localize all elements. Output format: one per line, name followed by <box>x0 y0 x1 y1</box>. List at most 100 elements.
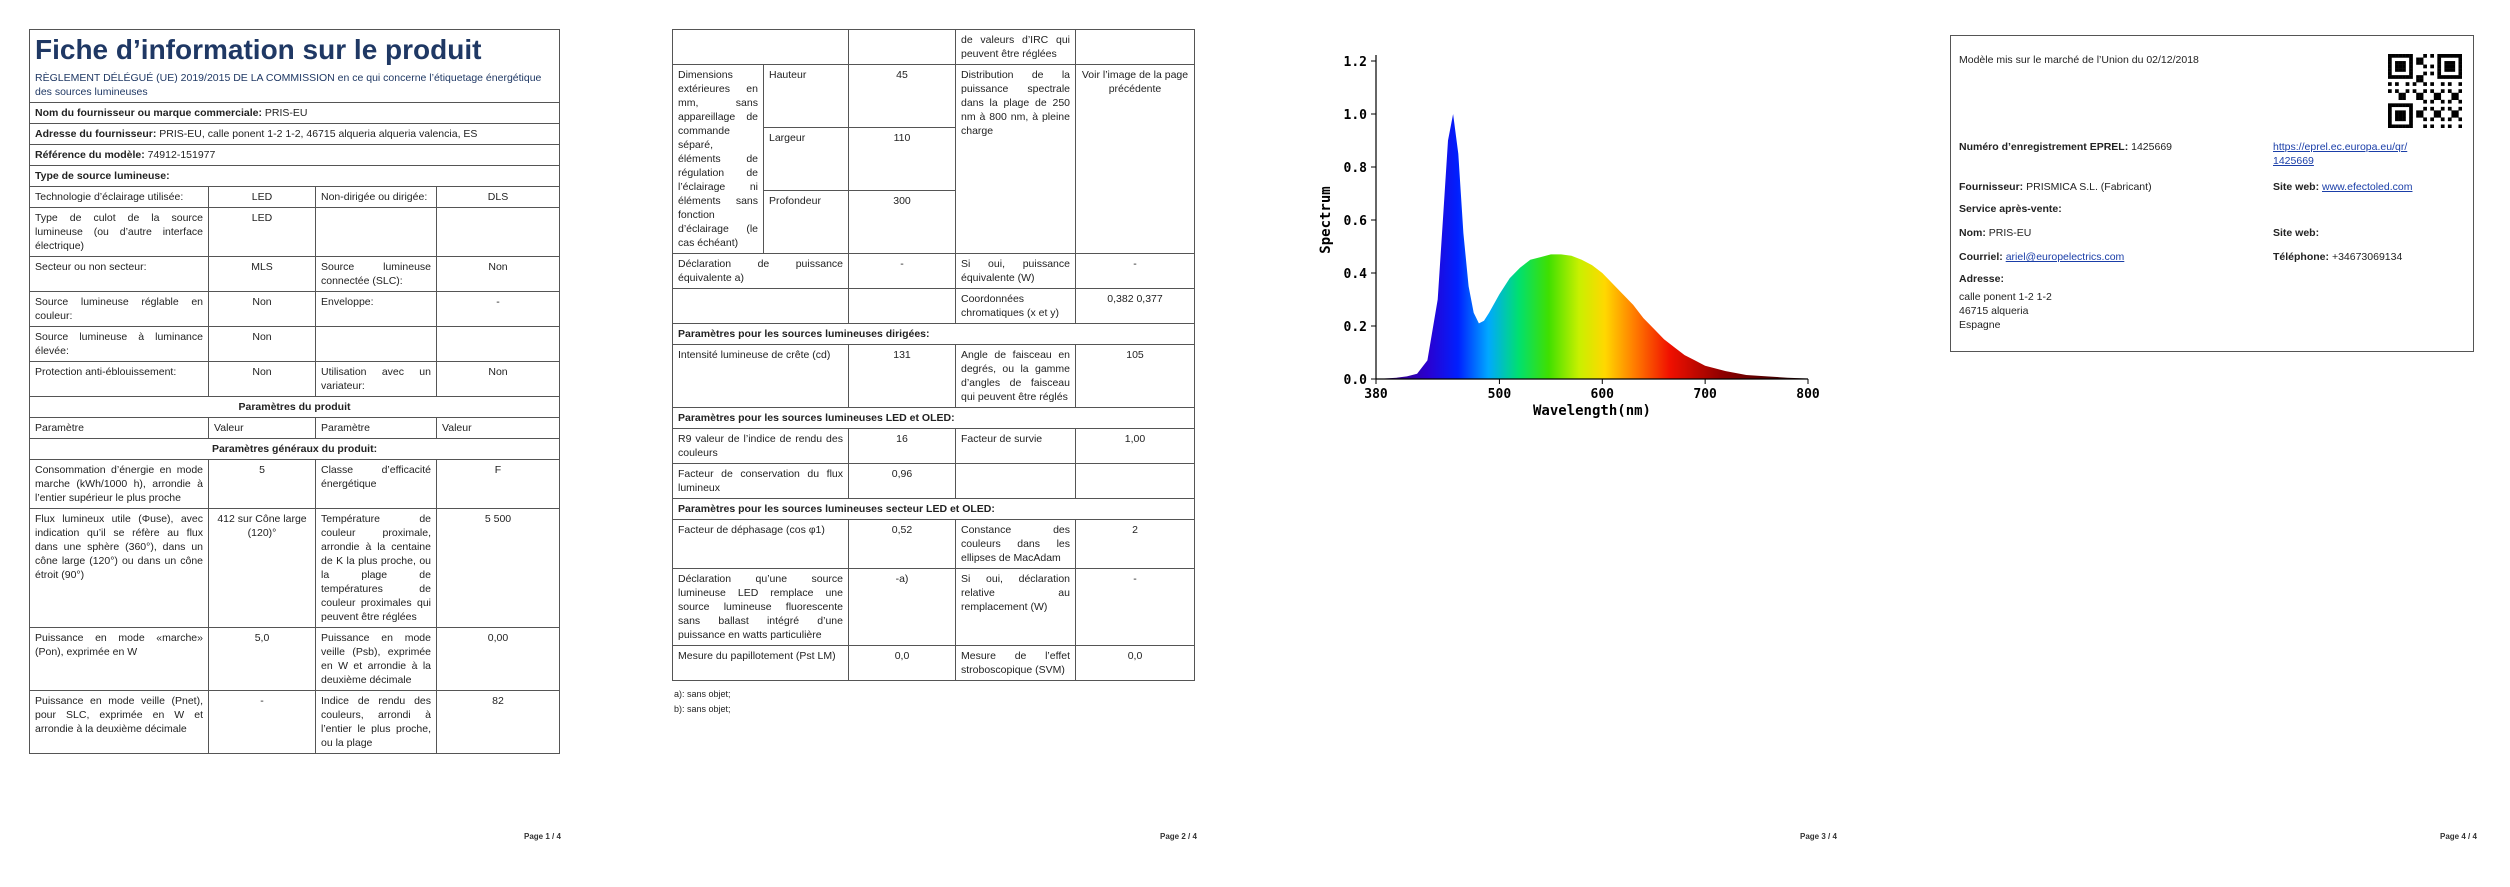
qr-module <box>2458 68 2462 72</box>
qr-module <box>2458 75 2462 79</box>
qr-module <box>2398 124 2403 128</box>
qr-module <box>2433 96 2438 101</box>
qr-module <box>2423 54 2427 58</box>
qr-module <box>2395 89 2399 93</box>
product-table: de valeurs d’IRC qui peuvent être réglée… <box>672 29 1195 681</box>
qr-module <box>2433 92 2438 97</box>
eprel-link[interactable]: https://eprel.ec.europa.eu/qr/1425669 <box>2273 141 2408 167</box>
section-row: Adresse du fournisseur: PRIS-EU, calle p… <box>29 123 560 145</box>
qr-module <box>2447 82 2452 86</box>
qr-module <box>2444 75 2449 79</box>
website-link[interactable]: www.efectoled.com <box>2322 181 2413 193</box>
label-cell: Source lumineuse connectée (SLC): <box>315 256 437 292</box>
qr-module <box>2437 75 2442 79</box>
title-cell: Fiche d’information sur le produit RÈGLEM… <box>29 29 560 103</box>
qr-module <box>2388 82 2392 86</box>
page-1: Fiche d’information sur le produit RÈGLEM… <box>29 29 560 813</box>
info-line: Numéro d’enregistrement EPREL: 1425669 <box>1959 140 2172 154</box>
dimension-row: Largeur 110 <box>673 127 1195 191</box>
qr-module <box>2419 78 2424 83</box>
table-row: Puissance en mode veille (Pnet), pour SL… <box>29 690 560 754</box>
qr-module <box>2458 106 2462 111</box>
label-cell: Type de culot de la source lumineuse (ou… <box>29 207 209 257</box>
qr-module <box>2430 82 2435 86</box>
label-cell: Facteur de conservation du flux lumineux <box>672 463 849 499</box>
table-row: Mesure du papillotement (Pst LM) 0,0 Mesur… <box>672 645 1195 681</box>
qr-module <box>2395 82 2399 86</box>
value-cell: Non <box>208 291 316 327</box>
qr-module <box>2423 99 2427 104</box>
qr-module <box>2416 92 2420 97</box>
spectrum-area <box>1376 114 1808 379</box>
field-label: Type de source lumineuse: <box>35 170 170 182</box>
qr-module <box>2388 71 2392 76</box>
field-label: Paramètres pour les sources lumineuses d… <box>678 328 930 340</box>
value-cell: 105 <box>1075 344 1195 408</box>
qr-module <box>2451 64 2456 69</box>
table-row: Flux lumineux utile (Φuse), avec indicat… <box>29 508 560 628</box>
qr-module <box>2388 120 2392 125</box>
qr-module <box>2419 92 2424 97</box>
qr-module <box>2409 120 2413 125</box>
value-cell: Non <box>435 361 560 397</box>
footnote: a): sans objet; <box>674 689 731 699</box>
qr-module <box>2409 110 2413 115</box>
qr-module <box>2402 54 2406 58</box>
qr-module <box>2402 61 2406 65</box>
qr-module <box>2437 92 2442 97</box>
qr-module <box>2451 54 2456 58</box>
info-line: Courriel: ariel@europelectrics.com <box>1959 250 2124 264</box>
field-value: +34673069134 <box>2331 251 2403 263</box>
qr-module <box>2430 64 2435 69</box>
table-row: Paramètre Valeur Paramètre Valeur <box>29 417 560 439</box>
qr-module <box>2398 103 2403 108</box>
qr-module <box>2402 113 2406 118</box>
qr-module <box>2398 110 2403 115</box>
table-row: Intensité lumineuse de crête (cd) 131 Angl… <box>672 344 1195 408</box>
qr-module <box>2419 75 2424 79</box>
qr-module <box>2405 75 2410 79</box>
label-cell: Classe d’efficacité énergétique <box>315 459 437 509</box>
table-row: Paramètres pour les sources lumineuses L… <box>672 407 1195 429</box>
qr-module <box>2458 71 2462 76</box>
qr-module <box>2395 124 2399 128</box>
value-cell: 0,0 <box>848 645 956 681</box>
qr-module <box>2395 103 2399 108</box>
table-row: Facteur de déphasage (cos φ1) 0,52 Constan… <box>672 519 1195 569</box>
title-row: Fiche d’information sur le produit RÈGLEM… <box>29 29 560 103</box>
table-row: Type de culot de la source lumineuse (ou… <box>29 207 560 257</box>
table-row: Paramètres du produit <box>29 396 560 418</box>
section-label: Adresse: <box>1959 273 2004 285</box>
field-label: Nom: <box>1959 227 1986 239</box>
qr-module <box>2447 106 2452 111</box>
qr-module <box>2395 117 2399 122</box>
x-axis-label: Wavelength(nm) <box>1533 403 1651 419</box>
qr-module <box>2388 68 2392 72</box>
qr-module <box>2423 64 2427 69</box>
info-line: Fournisseur: PRISMICA S.L. (Fabricant) <box>1959 180 2152 194</box>
label-cell: Protection anti-éblouissement: <box>29 361 209 397</box>
qr-module <box>2416 113 2420 118</box>
y-tick-label: 1.2 <box>1344 55 1367 70</box>
qr-module <box>2388 89 2392 93</box>
qr-module <box>2412 82 2417 86</box>
qr-module <box>2454 96 2459 101</box>
label-cell: Utilisation avec un variateur: <box>315 361 437 397</box>
qr-module <box>2402 117 2406 122</box>
field-label: Numéro d’enregistrement EPREL: <box>1959 141 2129 153</box>
qr-module <box>2419 61 2424 65</box>
label-cell <box>315 326 437 362</box>
value-cell: F <box>435 459 560 509</box>
qr-module <box>2437 54 2442 58</box>
qr-module <box>2440 99 2445 104</box>
qr-module <box>2423 117 2427 122</box>
email-link[interactable]: ariel@europelectrics.com <box>2005 251 2125 263</box>
qr-module <box>2388 110 2392 115</box>
qr-module <box>2451 75 2456 79</box>
value-cell: Non <box>208 361 316 397</box>
qr-module <box>2447 89 2452 93</box>
qr-module <box>2451 68 2456 72</box>
qr-module <box>2451 61 2456 65</box>
header-cell: Valeur <box>435 417 560 439</box>
